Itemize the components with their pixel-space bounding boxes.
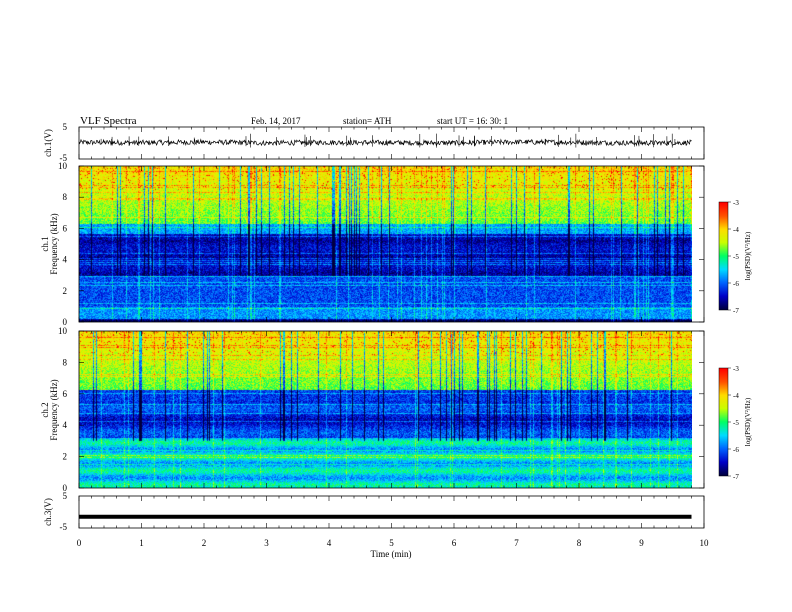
x-tick-label: 3: [264, 538, 269, 548]
y-tick-label: 4: [63, 420, 68, 430]
ch1-ytick-top: 5: [63, 122, 68, 132]
y-tick-label: 0: [63, 483, 68, 493]
station-label: station= ATH: [343, 116, 392, 126]
ch1-timeseries-panel: 5 -5 ch.1(V): [43, 122, 705, 163]
x-tick-label: 8: [577, 538, 582, 548]
ch2-spectrogram-image: [79, 331, 692, 488]
x-tick-label: 6: [452, 538, 457, 548]
ch1-timeseries-trace: [78, 138, 692, 147]
colorbar-tick-label: -6: [733, 280, 739, 288]
colorbar-tick-label: -4: [733, 392, 739, 400]
ch1-spectrogram-channel-label: ch.1: [40, 236, 50, 251]
y-tick-label: 6: [63, 223, 68, 233]
y-tick-label: 8: [63, 357, 68, 367]
colorbar-ch2-label: log(PSD)(V²/Hz): [744, 397, 752, 446]
y-tick-label: 2: [63, 286, 68, 296]
y-tick-label: 4: [63, 255, 68, 265]
ch1-ytick-bottom: -5: [60, 153, 68, 163]
y-tick-label: 10: [58, 161, 68, 171]
colorbar-ch1-label: log(PSD)(V²/Hz): [744, 231, 752, 280]
y-tick-label: 2: [63, 452, 68, 462]
ch2-spectrogram-ylabel: Frequency (kHz): [49, 379, 59, 440]
colorbar-ch2: -3 -4 -5 -6 -7 log(PSD)(V²/Hz): [718, 365, 752, 481]
x-tick-label: 4: [327, 538, 332, 548]
ch1-timeseries-ylabel: ch.1(V): [43, 129, 53, 157]
colorbar-raster: [719, 368, 728, 476]
x-tick-label: 0: [77, 538, 82, 548]
ch1-spectrogram-panel: 0 2 4 6 8 10 ch.1 Frequency (kHz): [40, 161, 705, 327]
spectrogram-raster: [79, 331, 692, 488]
colorbar-tick-label: -7: [733, 307, 739, 315]
colorbar-tick-label: -3: [733, 199, 739, 207]
colorbar-tick-label: -4: [733, 226, 739, 234]
y-tick-label: 0: [63, 317, 68, 327]
x-tick-label: 9: [639, 538, 644, 548]
date-label: Feb. 14, 2017: [251, 116, 301, 126]
ch1-spectrogram-ytick-labels: 0 2 4 6 8 10: [58, 161, 704, 327]
ch3-timeseries-ticks: [78, 496, 705, 528]
colorbar-tick-label: -5: [733, 419, 739, 427]
figure-title: VLF Spectra: [80, 115, 137, 127]
ch2-spectrogram-channel-label: ch.2: [40, 402, 50, 417]
ch1-spectrogram-ylabel: Frequency (kHz): [49, 213, 59, 274]
y-tick-label: 6: [63, 389, 68, 399]
ch3-timeseries-panel: 5 -5 ch.3(V) 0 1 2 3 4 5 6 7 8 9 10 Time (min): [43, 491, 709, 559]
start-time-label: start UT = 16: 30: 1: [437, 116, 508, 126]
ch2-spectrogram-ticks: [78, 331, 705, 488]
colorbar-ch1: -3 -4 -5 -6 -7 log(PSD)(V²/Hz): [718, 199, 752, 315]
ch2-spectrogram-ytick-labels: 0 2 4 6 8 10: [58, 326, 704, 493]
ch3-timeseries-ylabel: ch.3(V): [43, 498, 53, 526]
colorbar-tick-label: -3: [733, 365, 739, 373]
ch2-spectrogram-panel: 0 2 4 6 8 10 ch.2 Frequency (kHz): [40, 326, 705, 493]
x-tick-label: 1: [139, 538, 144, 548]
y-tick-label: 10: [58, 326, 68, 336]
colorbar-tick-label: -5: [733, 253, 739, 261]
ch1-spectrogram-ticks: [78, 166, 705, 322]
ch1-timeseries-spikes: [100, 133, 676, 148]
ch3-ytick-top: 5: [63, 491, 68, 501]
spectrogram-raster: [79, 166, 692, 322]
x-tick-label: 10: [700, 538, 710, 548]
ch1-timeseries-ticks: [78, 127, 705, 159]
colorbar-tick-label: -7: [733, 473, 739, 481]
colorbar-raster: [719, 202, 728, 310]
colorbar-tick-label: -6: [733, 446, 739, 454]
colorbar-ch1-tick-labels: -3 -4 -5 -6 -7: [728, 199, 739, 315]
x-axis-tick-labels: 0 1 2 3 4 5 6 7 8 9 10: [77, 538, 709, 548]
ch3-ytick-bottom: -5: [60, 522, 68, 532]
x-tick-label: 2: [202, 538, 207, 548]
x-axis-label: Time (min): [371, 549, 412, 559]
x-tick-label: 7: [514, 538, 519, 548]
colorbar-ch2-tick-labels: -3 -4 -5 -6 -7: [728, 365, 739, 481]
x-tick-label: 5: [389, 538, 394, 548]
ch1-spectrogram-image: [79, 166, 692, 322]
y-tick-label: 8: [63, 192, 68, 202]
